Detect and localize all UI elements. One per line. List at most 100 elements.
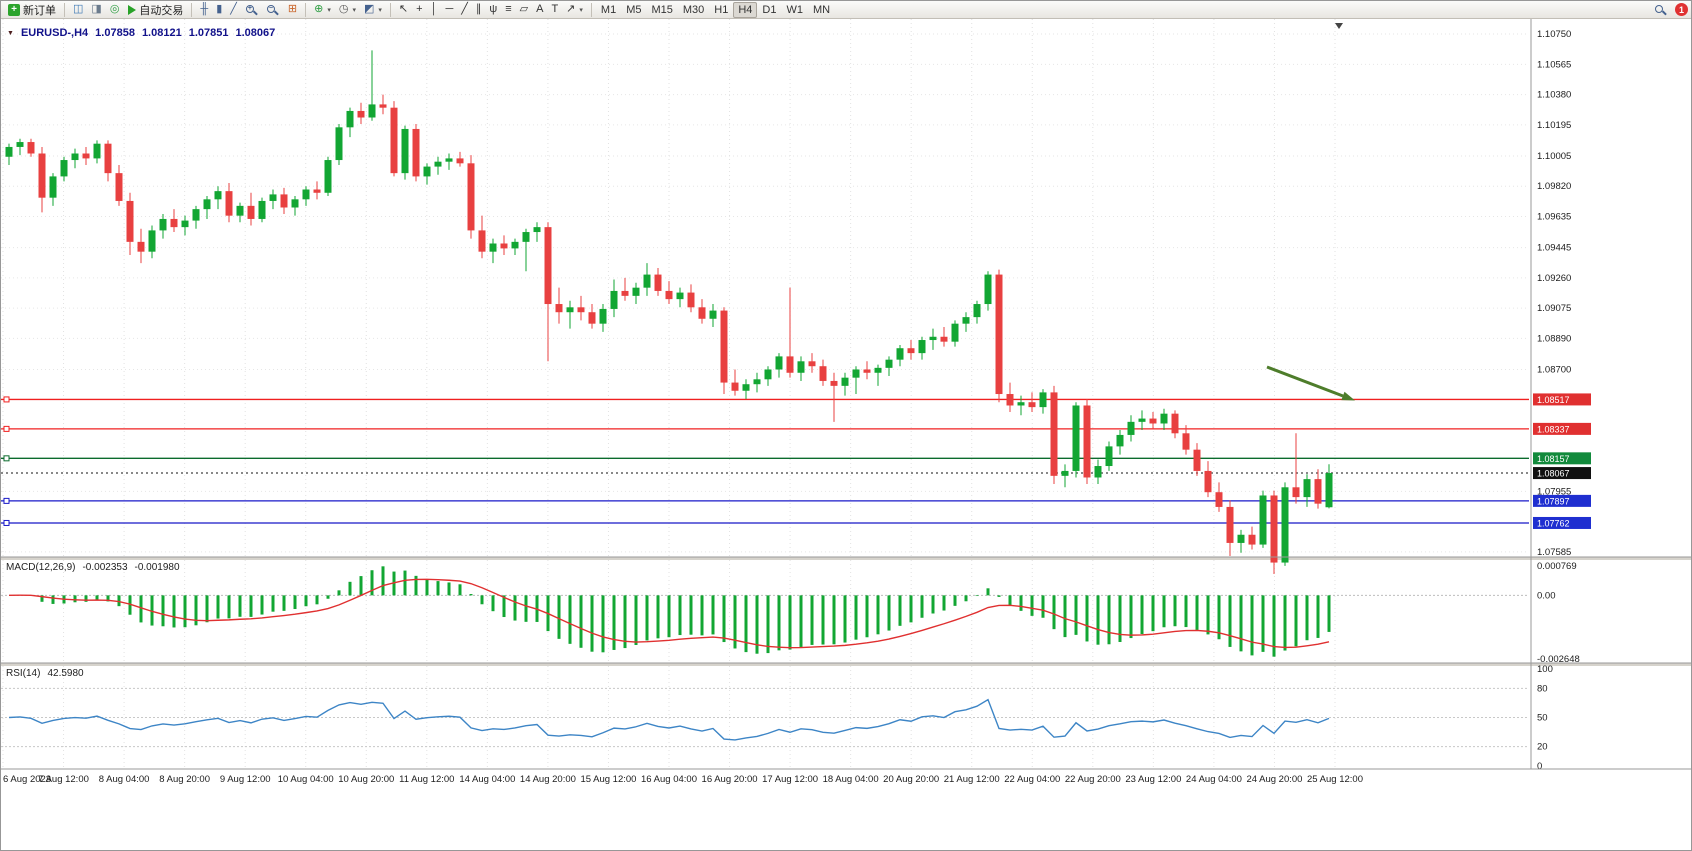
svg-text:14 Aug 04:00: 14 Aug 04:00 <box>459 774 515 785</box>
svg-text:1.08517: 1.08517 <box>1537 395 1570 405</box>
macd-value-2: -0.001980 <box>134 562 180 573</box>
clock-icon: ◷ <box>338 3 349 15</box>
refresh-button[interactable]: ◎ <box>106 2 124 18</box>
label-icon: T <box>551 3 559 15</box>
dropdown-caret-icon: ▾ <box>327 6 331 14</box>
timeframe-d1-button[interactable]: D1 <box>757 2 781 18</box>
cursor-icon: ↖ <box>398 3 409 15</box>
svg-text:18 Aug 04:00: 18 Aug 04:00 <box>823 774 879 785</box>
notification-badge[interactable]: 1 <box>1675 3 1688 16</box>
timeframe-mn-button[interactable]: MN <box>808 2 835 18</box>
autotrade-label: 自动交易 <box>139 4 184 17</box>
vertical-line-icon: │ <box>430 3 438 15</box>
svg-text:20: 20 <box>1537 742 1548 753</box>
chart-area[interactable]: 6 Aug 2023 7 Aug 12:00 8 Aug 04:00 8 Aug 20… <box>1 19 1692 851</box>
indicators-button[interactable]: ⊕ ▾ <box>310 2 335 18</box>
svg-text:50: 50 <box>1537 713 1548 724</box>
svg-text:1.09820: 1.09820 <box>1537 181 1571 192</box>
tile-group: ⊞ <box>284 2 301 18</box>
ohlc-bars-button[interactable]: ╫ <box>196 2 212 18</box>
dropdown-caret-icon: ▾ <box>579 6 583 14</box>
svg-text:1.09075: 1.09075 <box>1537 303 1571 314</box>
svg-text:-0.002648: -0.002648 <box>1537 654 1580 665</box>
timeframe-group: M1 M5 M15 M30 H1 H4 D1 W1 MN <box>596 1 835 18</box>
ohlc-open: 1.07858 <box>95 27 135 39</box>
svg-text:100: 100 <box>1537 664 1553 675</box>
clock-button[interactable]: ◷ ▾ <box>335 2 360 18</box>
svg-text:1.08700: 1.08700 <box>1537 364 1571 375</box>
timeframe-m15-button[interactable]: M15 <box>646 2 677 18</box>
cursor-button[interactable]: ↖ <box>395 2 412 18</box>
tile-windows-button[interactable]: ⊞ <box>284 2 301 18</box>
chart-type-group: ╫ ▮ ╱ <box>196 2 240 18</box>
text-button[interactable]: A <box>532 2 547 18</box>
macd-value-1: -0.002353 <box>82 562 128 573</box>
line-chart-icon: ╱ <box>230 3 237 15</box>
search-button[interactable] <box>1651 2 1671 18</box>
svg-text:1.07762: 1.07762 <box>1537 518 1570 528</box>
timeframe-m5-button[interactable]: M5 <box>621 2 646 18</box>
svg-text:1.10565: 1.10565 <box>1537 59 1571 70</box>
rsi-title: RSI(14) <box>6 668 41 679</box>
svg-text:7 Aug 12:00: 7 Aug 12:00 <box>38 774 89 785</box>
new-order-button[interactable]: 新订单 <box>4 2 60 18</box>
timeframe-h1-button[interactable]: H1 <box>709 2 733 18</box>
drawing-tools-group: ↖ + │ ─ ╱ ∥ ψ ≡ ▱ A T ↗ ▾ <box>395 2 587 18</box>
channel-button[interactable]: ∥ <box>472 2 486 18</box>
templates-icon: ◩ <box>363 3 375 15</box>
svg-text:22 Aug 20:00: 22 Aug 20:00 <box>1065 774 1121 785</box>
chart-menu-icon[interactable]: ▼ <box>7 29 14 37</box>
pitchfork-button[interactable]: ψ <box>485 2 501 18</box>
svg-text:24 Aug 20:00: 24 Aug 20:00 <box>1246 774 1302 785</box>
svg-text:80: 80 <box>1537 683 1548 694</box>
timeframe-m30-button[interactable]: M30 <box>678 2 709 18</box>
svg-text:10 Aug 20:00: 10 Aug 20:00 <box>338 774 394 785</box>
svg-text:1.10195: 1.10195 <box>1537 120 1571 131</box>
svg-text:10 Aug 04:00: 10 Aug 04:00 <box>278 774 334 785</box>
label-button[interactable]: T <box>547 2 562 18</box>
svg-text:1.08157: 1.08157 <box>1537 454 1570 464</box>
macd-label: MACD(12,26,9) -0.002353 -0.001980 <box>6 562 180 573</box>
arrows-button[interactable]: ↗ ▾ <box>562 2 587 18</box>
ohlc-high: 1.08121 <box>141 27 182 39</box>
zoom-in-button[interactable]: + <box>242 2 262 18</box>
channel-icon: ∥ <box>475 3 482 15</box>
svg-text:25 Aug 12:00: 25 Aug 12:00 <box>1307 774 1363 785</box>
svg-text:1.10380: 1.10380 <box>1537 90 1571 101</box>
zoom-out-button[interactable]: − <box>263 2 283 18</box>
new-chart-button[interactable]: ◫ <box>69 2 87 18</box>
ohlc-close: 1.08067 <box>235 27 276 39</box>
candlestick-button[interactable]: ▮ <box>212 2 226 18</box>
toolbar-right-group: 1 <box>1651 2 1688 18</box>
autotrade-button[interactable]: 自动交易 <box>124 2 187 18</box>
new-order-label: 新订单 <box>23 4 56 17</box>
svg-text:1.09260: 1.09260 <box>1537 273 1571 284</box>
svg-text:8 Aug 20:00: 8 Aug 20:00 <box>159 774 210 785</box>
trendline-button[interactable]: ╱ <box>457 2 472 18</box>
templates-button[interactable]: ◩ ▾ <box>360 2 386 18</box>
timeframe-w1-button[interactable]: W1 <box>781 2 808 18</box>
svg-text:23 Aug 12:00: 23 Aug 12:00 <box>1125 774 1181 785</box>
indicators-icon: ⊕ <box>314 3 324 15</box>
text-icon: A <box>536 3 544 15</box>
profiles-button[interactable]: ◨ <box>87 2 105 18</box>
timeframe-m1-button[interactable]: M1 <box>596 2 621 18</box>
horizontal-line-button[interactable]: ─ <box>441 2 457 18</box>
svg-text:1.08890: 1.08890 <box>1537 333 1571 344</box>
toolbar-separator <box>389 2 391 17</box>
svg-text:17 Aug 12:00: 17 Aug 12:00 <box>762 774 818 785</box>
vertical-line-button[interactable]: │ <box>427 2 442 18</box>
shapes-button[interactable]: ▱ <box>516 2 532 18</box>
toolbar-separator <box>590 2 592 17</box>
search-icon <box>1655 4 1667 16</box>
line-chart-button[interactable]: ╱ <box>226 2 241 18</box>
symbol-info: ▼ EURUSD-,H4 1.07858 1.08121 1.07851 1.0… <box>7 27 275 39</box>
svg-text:1.09445: 1.09445 <box>1537 243 1571 254</box>
crosshair-button[interactable]: + <box>412 2 426 18</box>
fibonacci-button[interactable]: ≡ <box>501 2 515 18</box>
timeframe-h4-button[interactable]: H4 <box>733 1 758 18</box>
autotrade-play-icon <box>128 4 137 15</box>
pitchfork-icon: ψ <box>489 3 498 15</box>
